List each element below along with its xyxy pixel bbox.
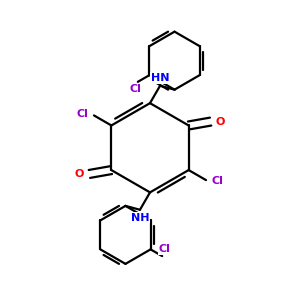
Text: Cl: Cl — [158, 244, 170, 254]
Text: NH: NH — [131, 213, 149, 223]
Text: HN: HN — [151, 73, 169, 83]
Text: O: O — [216, 117, 225, 127]
Text: O: O — [75, 169, 84, 179]
Text: Cl: Cl — [130, 83, 142, 94]
Text: Cl: Cl — [211, 176, 223, 186]
Text: Cl: Cl — [77, 109, 89, 119]
